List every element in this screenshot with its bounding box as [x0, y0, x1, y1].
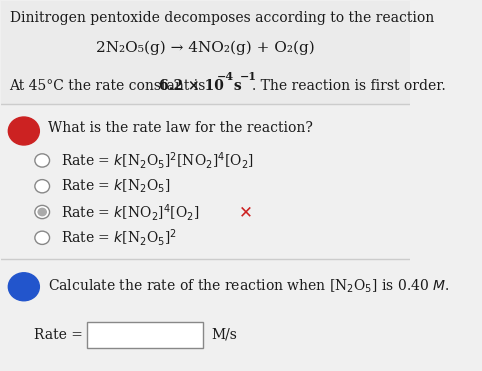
Text: Rate = $k$[NO$_2$]$^4$[O$_2$]: Rate = $k$[NO$_2$]$^4$[O$_2$] [61, 201, 199, 223]
Text: ✕: ✕ [240, 203, 253, 221]
Text: 6.2 × 10: 6.2 × 10 [159, 79, 224, 93]
Circle shape [38, 209, 46, 216]
Text: Dinitrogen pentoxide decomposes according to the reaction: Dinitrogen pentoxide decomposes accordin… [10, 11, 434, 24]
Text: M/s: M/s [212, 328, 238, 342]
Text: . The reaction is first order.: . The reaction is first order. [252, 79, 445, 93]
Text: a: a [19, 124, 28, 138]
Circle shape [35, 154, 50, 167]
Text: Calculate the rate of the reaction when [N$_2$O$_5$] is 0.40 $M$.: Calculate the rate of the reaction when … [48, 278, 450, 295]
Text: What is the rate law for the reaction?: What is the rate law for the reaction? [48, 121, 313, 135]
Text: −1: −1 [240, 71, 257, 82]
FancyBboxPatch shape [1, 0, 410, 105]
FancyBboxPatch shape [87, 322, 203, 348]
Text: Rate = $k$[N$_2$O$_5$]: Rate = $k$[N$_2$O$_5$] [61, 178, 170, 195]
Text: Rate =: Rate = [34, 328, 83, 342]
Circle shape [35, 180, 50, 193]
Circle shape [35, 206, 50, 219]
Text: At 45°C the rate constant is: At 45°C the rate constant is [10, 79, 210, 93]
Text: Rate = $k$[N$_2$O$_5$]$^2$: Rate = $k$[N$_2$O$_5$]$^2$ [61, 227, 177, 248]
Text: s: s [229, 79, 242, 93]
Text: b: b [19, 280, 29, 294]
Circle shape [8, 273, 40, 301]
Text: 2N₂O₅(g) → 4NO₂(g) + O₂(g): 2N₂O₅(g) → 4NO₂(g) + O₂(g) [96, 41, 315, 55]
Circle shape [8, 117, 40, 145]
Text: −4: −4 [217, 71, 234, 82]
Circle shape [35, 231, 50, 244]
Text: Rate = $k$[N$_2$O$_5$]$^2$[NO$_2$]$^4$[O$_2$]: Rate = $k$[N$_2$O$_5$]$^2$[NO$_2$]$^4$[O… [61, 150, 254, 171]
